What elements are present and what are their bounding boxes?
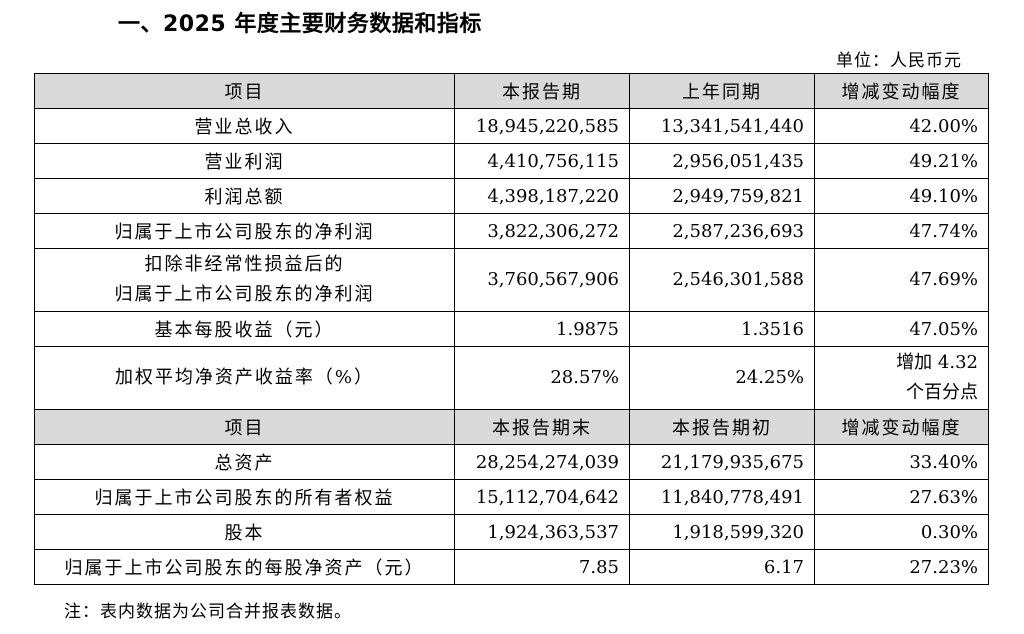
current-value: 28,254,274,039 [454,444,630,480]
prior-value: 13,341,541,440 [629,108,815,144]
table-header-row: 项目 本报告期末 本报告期初 增减变动幅度 [34,409,989,445]
row-label: 总资产 [34,444,455,480]
row-label: 扣除非经常性损益后的 归属于上市公司股东的净利润 [34,248,455,312]
current-value: 3,822,306,272 [454,213,630,249]
column-header-period-end: 本报告期末 [454,409,630,445]
current-value: 18,945,220,585 [454,108,630,144]
prior-value: 1.3516 [629,311,815,347]
column-header-change: 增减变动幅度 [814,73,989,109]
current-value: 7.85 [454,549,630,585]
prior-value: 21,179,935,675 [629,444,815,480]
current-value: 1,924,363,537 [454,514,630,550]
row-label: 归属于上市公司股东的每股净资产（元） [34,549,455,585]
column-header-item: 项目 [34,73,455,109]
current-value: 4,398,187,220 [454,178,630,214]
table-row: 归属于上市公司股东的每股净资产（元） 7.85 6.17 27.23% [34,549,989,585]
change-value: 27.23% [814,549,989,585]
table-row: 股本 1,924,363,537 1,918,599,320 0.30% [34,514,989,550]
table-footnote: 注：表内数据为公司合并报表数据。 [64,602,352,622]
column-header-period-start: 本报告期初 [629,409,815,445]
prior-value: 2,956,051,435 [629,143,815,179]
row-label: 加权平均净资产收益率（%） [34,346,455,410]
row-label: 营业利润 [34,143,455,179]
prior-value: 24.25% [629,346,815,410]
table-row: 归属于上市公司股东的净利润 3,822,306,272 2,587,236,69… [34,213,989,249]
current-value: 1.9875 [454,311,630,347]
currency-unit: 单位：人民币元 [836,51,962,71]
table-row: 利润总额 4,398,187,220 2,949,759,821 49.10% [34,178,989,214]
prior-value: 6.17 [629,549,815,585]
table-row: 归属于上市公司股东的所有者权益 15,112,704,642 11,840,77… [34,479,989,515]
table-row: 基本每股收益（元） 1.9875 1.3516 47.05% [34,311,989,347]
table-row: 营业利润 4,410,756,115 2,956,051,435 49.21% [34,143,989,179]
current-value: 3,760,567,906 [454,248,630,312]
current-value: 28.57% [454,346,630,410]
table-row: 总资产 28,254,274,039 21,179,935,675 33.40% [34,444,989,480]
current-value: 4,410,756,115 [454,143,630,179]
prior-value: 2,949,759,821 [629,178,815,214]
change-value: 49.10% [814,178,989,214]
change-value: 27.63% [814,479,989,515]
prior-value: 2,546,301,588 [629,248,815,312]
row-label: 利润总额 [34,178,455,214]
row-label: 营业总收入 [34,108,455,144]
column-header-prior-period: 上年同期 [629,73,815,109]
change-value: 47.69% [814,248,989,312]
row-label: 股本 [34,514,455,550]
financial-data-table: 项目 本报告期 上年同期 增减变动幅度 营业总收入 18,945,220,585… [34,73,989,585]
column-header-current-period: 本报告期 [454,73,630,109]
row-label: 归属于上市公司股东的所有者权益 [34,479,455,515]
change-value: 0.30% [814,514,989,550]
table-header-row: 项目 本报告期 上年同期 增减变动幅度 [34,73,989,109]
prior-value: 2,587,236,693 [629,213,815,249]
section-title: 一、2025 年度主要财务数据和指标 [118,12,482,37]
column-header-item: 项目 [34,409,455,445]
current-value: 15,112,704,642 [454,479,630,515]
change-value-line: 增加 4.32 [896,352,978,373]
change-value: 47.05% [814,311,989,347]
prior-value: 1,918,599,320 [629,514,815,550]
prior-value: 11,840,778,491 [629,479,815,515]
change-value-line: 个百分点 [906,382,978,403]
row-label: 基本每股收益（元） [34,311,455,347]
change-value: 49.21% [814,143,989,179]
table-row: 加权平均净资产收益率（%） 28.57% 24.25% 增加 4.32 个百分点 [34,346,989,410]
row-label-line: 扣除非经常性损益后的 [144,254,345,275]
change-value: 增加 4.32 个百分点 [814,346,989,410]
change-value: 33.40% [814,444,989,480]
change-value: 42.00% [814,108,989,144]
table-row: 扣除非经常性损益后的 归属于上市公司股东的净利润 3,760,567,906 2… [34,248,989,312]
column-header-change: 增减变动幅度 [814,409,989,445]
row-label: 归属于上市公司股东的净利润 [34,213,455,249]
change-value: 47.74% [814,213,989,249]
table-row: 营业总收入 18,945,220,585 13,341,541,440 42.0… [34,108,989,144]
row-label-line: 归属于上市公司股东的净利润 [114,284,375,305]
